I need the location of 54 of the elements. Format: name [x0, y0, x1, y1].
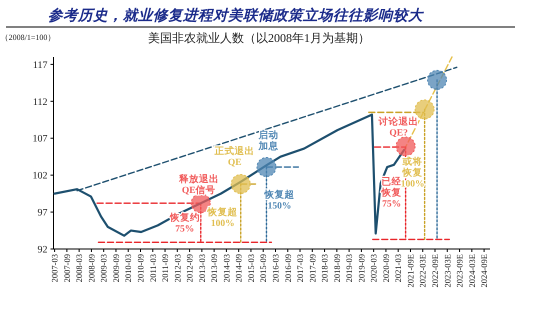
- annotation: 已经恢复75%: [382, 178, 402, 210]
- ytick: 102: [32, 170, 48, 182]
- annotation: 讨论退出QE?: [378, 117, 419, 138]
- title: 参考历史，就业修复进程对美联储政策立场往往影响较大: [48, 8, 423, 24]
- xtick: 2020-03: [368, 254, 379, 282]
- ytick: 112: [32, 96, 48, 108]
- ytick: 97: [38, 208, 48, 219]
- xtick: 2017-09: [307, 254, 318, 282]
- xtick: 2014-03: [221, 254, 232, 282]
- xtick: 2010-09: [136, 254, 146, 282]
- xtick: 2021-09E: [405, 254, 416, 288]
- xtick: 2023-03E: [442, 254, 452, 288]
- annotation: 启动加息: [258, 131, 278, 152]
- xtick: 2022-03E: [418, 254, 428, 288]
- xtick: 2024-03E: [466, 254, 477, 288]
- xtick: 2011-03: [148, 254, 158, 282]
- xtick: 2024-09E: [479, 254, 490, 288]
- annotation: 恢复超150%: [264, 190, 294, 212]
- annotation: 恢复超100%: [208, 208, 238, 230]
- xtick: 2019-03: [344, 254, 354, 282]
- xtick: 2008-03: [74, 254, 84, 282]
- annotation: 正式退出QE: [214, 147, 255, 168]
- xtick: 2012-09: [184, 254, 195, 282]
- xtick: 2007-03: [50, 254, 60, 282]
- xtick: 2012-03: [172, 254, 182, 282]
- subtitle: 美国非农就业人数（以2008年1月为基期）: [148, 31, 370, 45]
- xtick: 2015-03: [246, 254, 256, 282]
- xtick: 2018-03: [320, 254, 330, 282]
- xtick: 2008-09: [86, 254, 96, 282]
- ytick: 92: [38, 244, 48, 256]
- ylabel: （2008/1=100）: [0, 33, 56, 42]
- ytick: 117: [32, 60, 48, 71]
- xtick: 2010-03: [123, 254, 134, 282]
- xtick: 2009-09: [110, 254, 121, 282]
- xtick: 2013-09: [209, 254, 220, 282]
- xtick: 2019-09: [356, 254, 366, 282]
- xtick: 2015-09: [258, 254, 268, 282]
- xtick: 2023-09E: [454, 254, 465, 288]
- annotation: 恢复约75%: [170, 213, 200, 234]
- xtick: 2022-09E: [430, 254, 440, 288]
- xtick: 2009-03: [98, 254, 109, 282]
- xtick: 2017-03: [295, 254, 306, 282]
- xtick: 2018-09: [332, 254, 342, 282]
- annotation: 释放退出QE信号: [178, 175, 219, 196]
- xtick: 2014-09: [234, 254, 244, 282]
- annotation: 或将恢复100%: [400, 158, 424, 190]
- xtick: 2013-03: [196, 254, 207, 282]
- xtick: 2016-03: [270, 254, 280, 282]
- xtick: 2011-09: [160, 254, 170, 282]
- xtick: 2021-03: [393, 254, 404, 282]
- xtick: 2007-09: [62, 254, 72, 282]
- xtick: 2020-09: [380, 254, 391, 282]
- xtick: 2016-09: [282, 254, 293, 282]
- ytick: 107: [32, 134, 48, 145]
